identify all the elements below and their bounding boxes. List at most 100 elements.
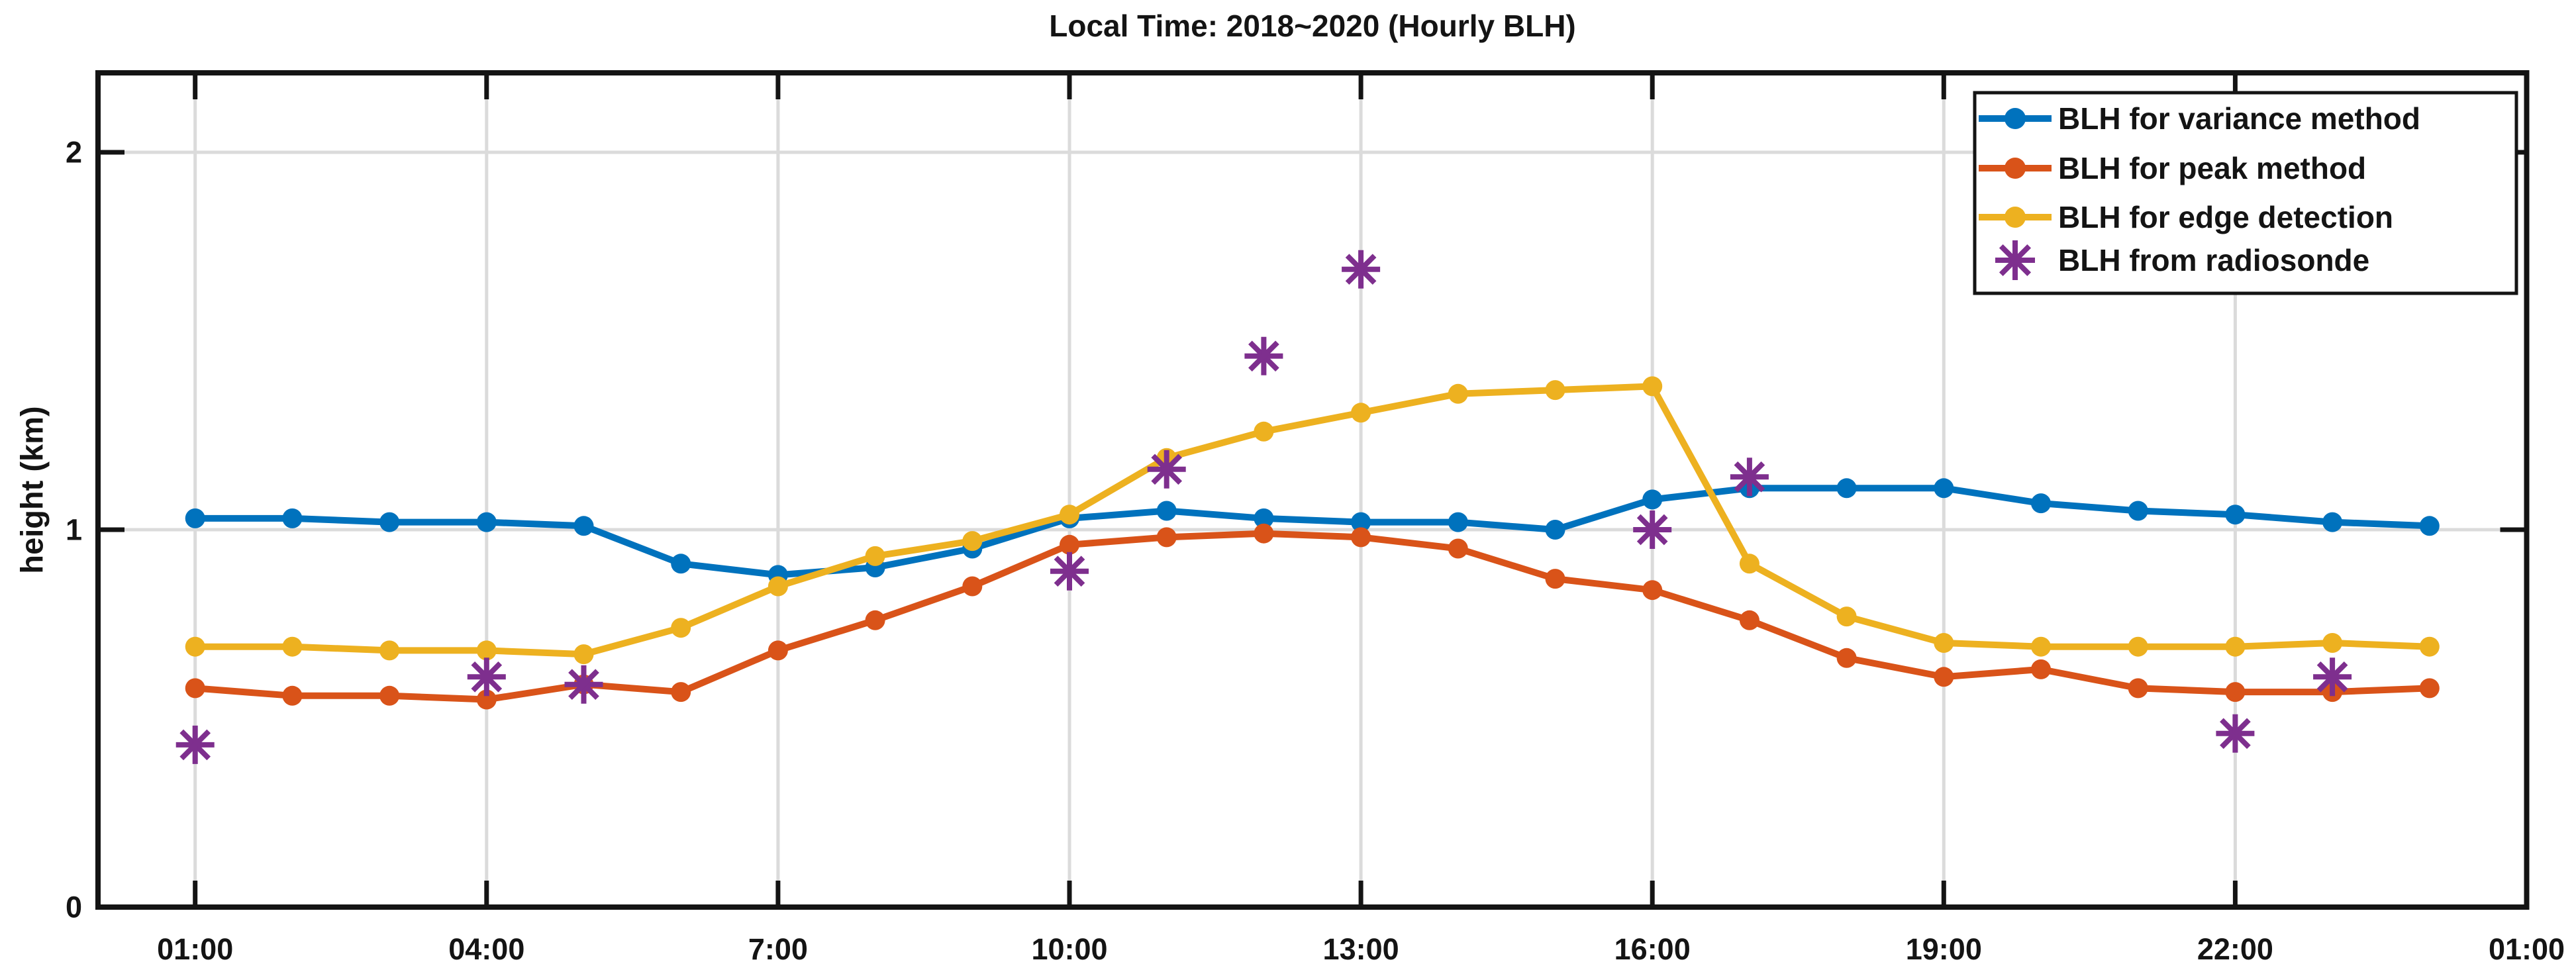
legend-swatch-marker — [2005, 207, 2026, 228]
series-marker-1 — [1642, 580, 1663, 601]
series-marker-0 — [2128, 501, 2148, 521]
series-marker-0 — [2322, 512, 2343, 532]
x-tick-label: 7:00 — [748, 932, 808, 966]
legend-swatch-asterisk — [1999, 244, 2032, 277]
series-marker-1 — [1060, 534, 1079, 555]
series-marker-2 — [1739, 554, 1759, 574]
x-tick-label: 22:00 — [2197, 932, 2273, 966]
series-marker-0 — [185, 508, 205, 528]
series-marker-2 — [962, 531, 983, 552]
series-marker-1 — [1254, 523, 1274, 544]
series-marker-1 — [1351, 527, 1371, 548]
x-tick-label: 19:00 — [1906, 932, 1982, 966]
series-marker-1 — [768, 640, 788, 661]
series-marker-0 — [379, 512, 400, 532]
legend-label: BLH for peak method — [2058, 151, 2366, 185]
series-marker-2 — [1545, 380, 1565, 401]
series-marker-1 — [185, 678, 205, 699]
radiosonde-asterisk — [1345, 254, 1377, 285]
y-tick-label: 0 — [66, 891, 82, 924]
series-marker-0 — [1934, 478, 1954, 499]
series-marker-1 — [671, 682, 691, 703]
series-marker-2 — [2419, 636, 2440, 657]
series-marker-2 — [476, 640, 497, 661]
series-marker-2 — [185, 636, 205, 657]
radiosonde-asterisk — [471, 661, 503, 693]
x-tick-label: 13:00 — [1323, 932, 1399, 966]
radiosonde-asterisk — [1248, 340, 1279, 372]
series-marker-0 — [1254, 508, 1274, 528]
series-marker-1 — [2225, 682, 2246, 703]
series-marker-2 — [1642, 376, 1663, 397]
series-marker-1 — [1739, 610, 1759, 630]
series-marker-1 — [1156, 527, 1177, 548]
radiosonde-asterisk — [1151, 454, 1183, 485]
x-tick-label: 01:00 — [157, 932, 233, 966]
series-marker-1 — [379, 685, 400, 706]
series-marker-1 — [865, 610, 885, 630]
radiosonde-asterisk — [568, 669, 599, 701]
series-marker-0 — [2225, 505, 2246, 525]
legend-label: BLH for variance method — [2058, 101, 2420, 136]
plot-box — [95, 70, 2530, 910]
x-tick-label: 10:00 — [1031, 932, 1107, 966]
series-marker-0 — [1156, 501, 1177, 521]
series-marker-0 — [1836, 478, 1857, 499]
series-line-0 — [195, 485, 2430, 579]
series-marker-1 — [1836, 648, 1857, 668]
y-tick-label: 2 — [66, 136, 82, 170]
x-tick-label: 16:00 — [1614, 932, 1691, 966]
series-marker-0 — [1642, 489, 1663, 510]
series-marker-0 — [573, 516, 594, 536]
legend-box — [1973, 91, 2518, 295]
chart-title: Local Time: 2018~2020 (Hourly BLH) — [1049, 9, 1576, 43]
series-line-2 — [195, 383, 2430, 658]
series-marker-1 — [282, 685, 303, 706]
series-marker-2 — [2031, 636, 2051, 657]
series-marker-0 — [282, 508, 303, 528]
radiosonde-asterisk — [1734, 461, 1765, 493]
series-marker-2 — [671, 618, 691, 638]
series-marker-2 — [865, 546, 885, 566]
series-marker-1 — [2128, 678, 2148, 699]
legend-swatch-marker — [2005, 158, 2026, 179]
y-tick-label: 1 — [66, 513, 82, 547]
legend-swatch-marker — [2005, 108, 2026, 129]
x-tick-label: 01:00 — [2489, 932, 2565, 966]
series-marker-2 — [768, 576, 788, 597]
series-marker-2 — [2322, 633, 2343, 653]
series-marker-1 — [1934, 667, 1954, 687]
series-marker-2 — [282, 636, 303, 657]
radiosonde-asterisk — [1636, 514, 1668, 546]
series-marker-1 — [1448, 538, 1468, 559]
series-marker-1 — [2031, 659, 2051, 679]
series-marker-2 — [2225, 636, 2246, 657]
series-marker-1 — [1545, 569, 1565, 589]
series-marker-1 — [2419, 678, 2440, 699]
series-marker-0 — [1351, 512, 1371, 532]
series-marker-2 — [1836, 606, 1857, 627]
series-marker-2 — [1060, 505, 1079, 525]
series-marker-0 — [476, 512, 497, 532]
series-marker-0 — [1545, 520, 1565, 540]
series-marker-1 — [476, 689, 497, 710]
series-marker-1 — [962, 576, 983, 597]
radiosonde-asterisk — [1054, 556, 1085, 587]
series-marker-0 — [1448, 512, 1468, 532]
series-marker-2 — [1448, 383, 1468, 404]
series-marker-2 — [1351, 403, 1371, 423]
series-marker-2 — [1934, 633, 1954, 653]
series-marker-0 — [2419, 516, 2440, 536]
series-marker-2 — [2128, 636, 2148, 657]
series-marker-2 — [379, 640, 400, 661]
series-marker-2 — [573, 644, 594, 665]
radiosonde-asterisk — [179, 729, 211, 761]
radiosonde-asterisk — [2220, 718, 2251, 750]
legend-label: BLH for edge detection — [2058, 200, 2393, 234]
series-marker-0 — [2031, 493, 2051, 514]
legend-label: BLH from radiosonde — [2058, 243, 2369, 277]
x-tick-label: 04:00 — [448, 932, 524, 966]
series-line-1 — [195, 530, 2430, 703]
